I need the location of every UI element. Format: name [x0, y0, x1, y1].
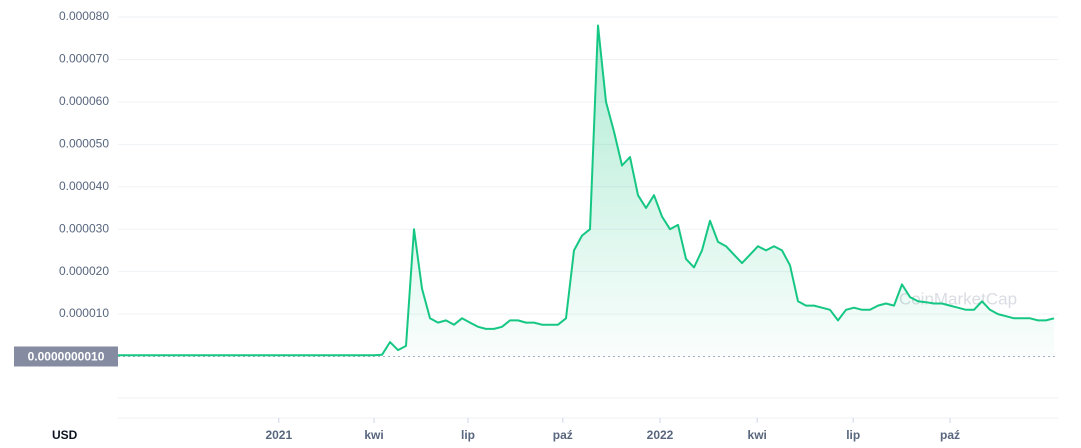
x-tick-label: kwi: [748, 428, 767, 442]
x-tick-label: paź: [940, 428, 960, 442]
x-tick-label: lip: [846, 428, 860, 442]
price-marker-label: 0.0000000010: [28, 350, 105, 364]
y-tick-label: 0.000080: [59, 9, 109, 23]
y-tick-label: 0.000050: [59, 136, 109, 150]
x-tick-label: 2022: [647, 428, 674, 442]
currency-label: USD: [52, 428, 78, 442]
y-tick-label: 0.000010: [59, 306, 109, 320]
x-tick-label: kwi: [364, 428, 383, 442]
y-tick-label: 0.000070: [59, 52, 109, 66]
x-tick-label: lip: [461, 428, 475, 442]
y-tick-label: 0.000040: [59, 179, 109, 193]
x-tick-label: paź: [553, 428, 573, 442]
y-tick-label: 0.000030: [59, 221, 109, 235]
y-tick-label: 0.000060: [59, 94, 109, 108]
price-marker-box: [14, 346, 118, 367]
price-line: [118, 24, 1055, 357]
y-tick-label: 0.000020: [59, 264, 109, 278]
area-fill: [118, 25, 1054, 357]
x-tick-label: 2021: [265, 428, 292, 442]
